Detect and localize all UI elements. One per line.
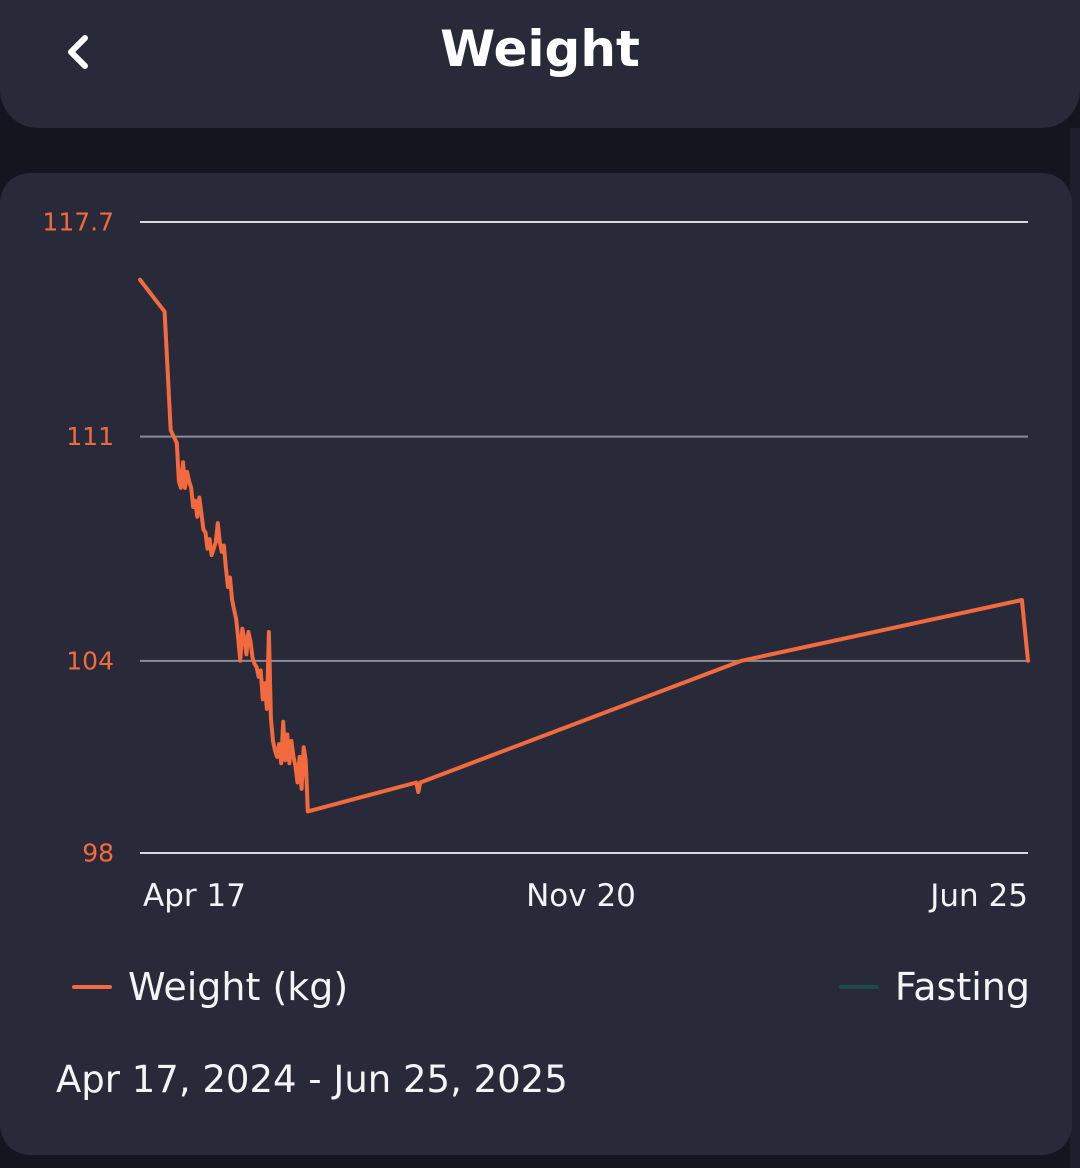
weight-data-point xyxy=(232,608,236,612)
weight-data-point xyxy=(291,755,296,759)
page-title: Weight xyxy=(440,20,640,78)
x-tick-label: Jun 25 xyxy=(928,878,1028,914)
weight-data-point xyxy=(250,656,255,660)
weight-data-point xyxy=(205,547,210,551)
weight-data-point xyxy=(414,780,418,785)
weight-data-point xyxy=(214,540,218,544)
weight-data-point xyxy=(240,627,244,631)
weight-data-point xyxy=(302,745,306,749)
legend-weight[interactable]: Weight (kg) xyxy=(72,962,348,1012)
weight-data-point xyxy=(236,636,240,641)
weight-data-point xyxy=(197,495,201,500)
weight-data-point xyxy=(169,428,173,432)
weight-data-point xyxy=(224,566,228,570)
weight-data-point xyxy=(191,505,195,509)
weight-data-point xyxy=(242,636,246,641)
y-tick-label: 117.7 xyxy=(42,208,114,237)
weight-data-point xyxy=(246,630,250,634)
legend-weight-label: Weight (kg) xyxy=(128,965,349,1009)
weight-data-point xyxy=(210,553,214,557)
weight-data-point xyxy=(263,681,267,685)
weight-data-point xyxy=(216,521,220,525)
chevron-left-icon xyxy=(68,35,88,69)
weight-data-point xyxy=(1026,659,1030,663)
weight-data-point xyxy=(187,479,191,483)
legend-fasting[interactable]: Fasting xyxy=(838,962,1030,1012)
weight-data-point xyxy=(183,486,187,490)
weight-data-point xyxy=(201,527,205,532)
weight-data-point xyxy=(199,511,203,516)
y-tick-label: 111 xyxy=(66,422,114,451)
weight-data-point xyxy=(739,659,744,663)
legend-weight-swatch xyxy=(72,985,112,989)
weight-data-point xyxy=(181,460,185,464)
y-tick-label: 98 xyxy=(82,839,114,868)
weight-data-point xyxy=(189,486,193,490)
weight-data-point xyxy=(138,278,142,282)
weight-data-point xyxy=(300,787,304,791)
x-tick-label: Nov 20 xyxy=(526,878,636,914)
header-bar: Weight xyxy=(0,0,1080,128)
date-range: Apr 17, 2024 - Jun 25, 2025 xyxy=(56,1058,568,1101)
weight-data-point xyxy=(208,537,212,541)
weight-data-point xyxy=(212,547,216,551)
weight-data-point xyxy=(222,543,226,548)
weight-data-point xyxy=(293,764,298,769)
legend-fasting-swatch xyxy=(838,985,879,989)
weight-data-point xyxy=(218,540,222,544)
weight-data-point xyxy=(265,707,269,711)
weight-data-point xyxy=(295,780,300,785)
weight-data-point xyxy=(289,739,293,743)
y-tick-label: 104 xyxy=(66,646,114,675)
weight-data-point xyxy=(298,755,302,759)
weight-data-point xyxy=(234,617,238,621)
back-button[interactable] xyxy=(52,26,104,78)
weight-data-point xyxy=(226,585,230,589)
weight-data-point xyxy=(220,550,224,554)
weight-data-point xyxy=(261,697,265,701)
weight-data-point xyxy=(418,780,422,785)
weight-data-point xyxy=(271,739,275,743)
weight-data-point xyxy=(185,470,189,474)
weight-data-point xyxy=(248,640,253,644)
weight-data-point xyxy=(203,531,208,535)
legend-fasting-label: Fasting xyxy=(894,965,1030,1009)
weight-data-point xyxy=(273,748,277,753)
weight-data-point xyxy=(285,732,289,737)
weight-data-point xyxy=(228,575,232,580)
weight-data-point xyxy=(281,720,285,724)
weight-series-line xyxy=(138,277,1030,814)
weight-data-point xyxy=(163,310,167,314)
weight-data-point xyxy=(287,761,291,765)
weight-data-point xyxy=(179,486,183,490)
weight-data-point xyxy=(193,499,197,503)
weight-data-point xyxy=(259,668,263,673)
weight-data-point xyxy=(175,441,179,445)
weight-data-point xyxy=(255,665,259,669)
weight-data-point xyxy=(304,758,308,762)
weight-data-point xyxy=(195,515,199,519)
weight-data-point xyxy=(283,758,287,762)
weight-data-point xyxy=(177,479,181,483)
weight-data-point xyxy=(306,809,310,814)
scroll-edge xyxy=(1070,128,1080,1168)
weight-data-point xyxy=(253,662,257,666)
weight-data-point xyxy=(230,598,234,602)
weight-data-point xyxy=(269,716,273,721)
weight-data-point xyxy=(1020,598,1024,602)
weight-data-point xyxy=(244,652,248,657)
weight-data-point xyxy=(267,630,271,634)
weight-chart-card xyxy=(0,173,1072,1155)
weight-data-point xyxy=(238,659,242,663)
weight-data-point xyxy=(257,675,261,679)
weight-data-point xyxy=(275,755,279,759)
weight-data-point xyxy=(416,790,420,794)
weight-data-point xyxy=(279,761,283,765)
x-tick-label: Apr 17 xyxy=(143,878,246,914)
weight-data-point xyxy=(277,742,281,746)
